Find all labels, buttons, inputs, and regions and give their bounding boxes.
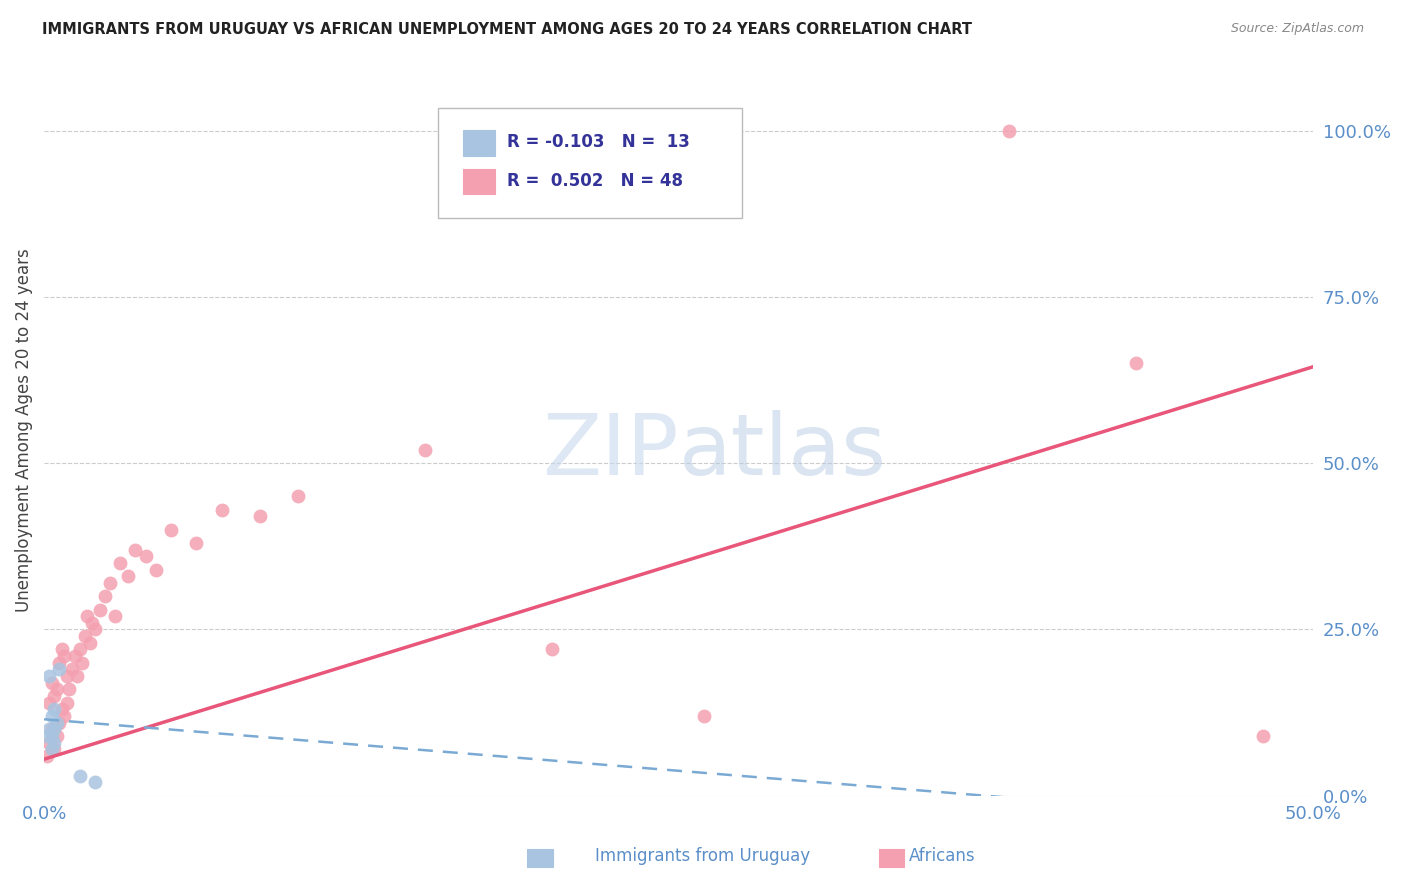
Point xyxy=(997,123,1019,137)
Point xyxy=(41,709,63,723)
Point xyxy=(45,682,67,697)
Point xyxy=(94,589,117,603)
Point xyxy=(1125,356,1147,370)
Point xyxy=(1251,729,1274,743)
Point xyxy=(53,649,76,664)
Point xyxy=(48,662,70,676)
Point xyxy=(73,629,96,643)
Point xyxy=(60,662,83,676)
Point xyxy=(76,609,98,624)
Point xyxy=(44,735,66,749)
Point xyxy=(89,602,111,616)
Point xyxy=(98,575,121,590)
Point xyxy=(38,669,60,683)
Point xyxy=(110,556,132,570)
Point xyxy=(44,742,66,756)
Point xyxy=(104,609,127,624)
Point xyxy=(38,696,60,710)
Point xyxy=(70,656,93,670)
Text: atlas: atlas xyxy=(679,410,887,493)
Point xyxy=(82,615,104,630)
Text: Source: ZipAtlas.com: Source: ZipAtlas.com xyxy=(1230,22,1364,36)
Point xyxy=(56,696,79,710)
Text: ZIP: ZIP xyxy=(543,410,679,493)
Point xyxy=(211,502,233,516)
Point xyxy=(44,689,66,703)
Point xyxy=(51,642,73,657)
Text: R =  0.502   N = 48: R = 0.502 N = 48 xyxy=(508,172,683,190)
Text: Immigrants from Uruguay: Immigrants from Uruguay xyxy=(595,847,811,865)
FancyBboxPatch shape xyxy=(437,108,742,218)
Text: R = -0.103   N =  13: R = -0.103 N = 13 xyxy=(508,133,690,152)
Point xyxy=(83,775,105,789)
Point xyxy=(51,702,73,716)
Point xyxy=(48,715,70,730)
Point xyxy=(48,656,70,670)
Text: IMMIGRANTS FROM URUGUAY VS AFRICAN UNEMPLOYMENT AMONG AGES 20 TO 24 YEARS CORREL: IMMIGRANTS FROM URUGUAY VS AFRICAN UNEMP… xyxy=(42,22,972,37)
Point xyxy=(41,723,63,737)
Point xyxy=(38,735,60,749)
Point xyxy=(63,649,86,664)
Point xyxy=(249,509,271,524)
Point xyxy=(35,748,58,763)
Point xyxy=(693,709,716,723)
Point xyxy=(45,729,67,743)
Point xyxy=(117,569,139,583)
Point xyxy=(145,563,167,577)
Point xyxy=(540,642,562,657)
Point xyxy=(45,715,67,730)
Point xyxy=(66,669,89,683)
Y-axis label: Unemployment Among Ages 20 to 24 years: Unemployment Among Ages 20 to 24 years xyxy=(15,248,32,612)
Point xyxy=(135,549,157,564)
Point xyxy=(53,709,76,723)
Point xyxy=(35,729,58,743)
Point xyxy=(186,536,208,550)
Point xyxy=(69,769,91,783)
Bar xyxy=(463,169,495,194)
Point xyxy=(79,636,101,650)
Point xyxy=(41,729,63,743)
Point xyxy=(38,723,60,737)
Point xyxy=(124,542,146,557)
Point xyxy=(413,442,436,457)
Point xyxy=(41,675,63,690)
Point xyxy=(56,669,79,683)
Point xyxy=(69,642,91,657)
Text: Africans: Africans xyxy=(908,847,976,865)
Point xyxy=(160,523,183,537)
Point xyxy=(287,490,309,504)
Bar xyxy=(463,130,495,155)
Point xyxy=(44,702,66,716)
Point xyxy=(41,742,63,756)
Point xyxy=(58,682,80,697)
Point xyxy=(44,723,66,737)
Point xyxy=(83,623,105,637)
